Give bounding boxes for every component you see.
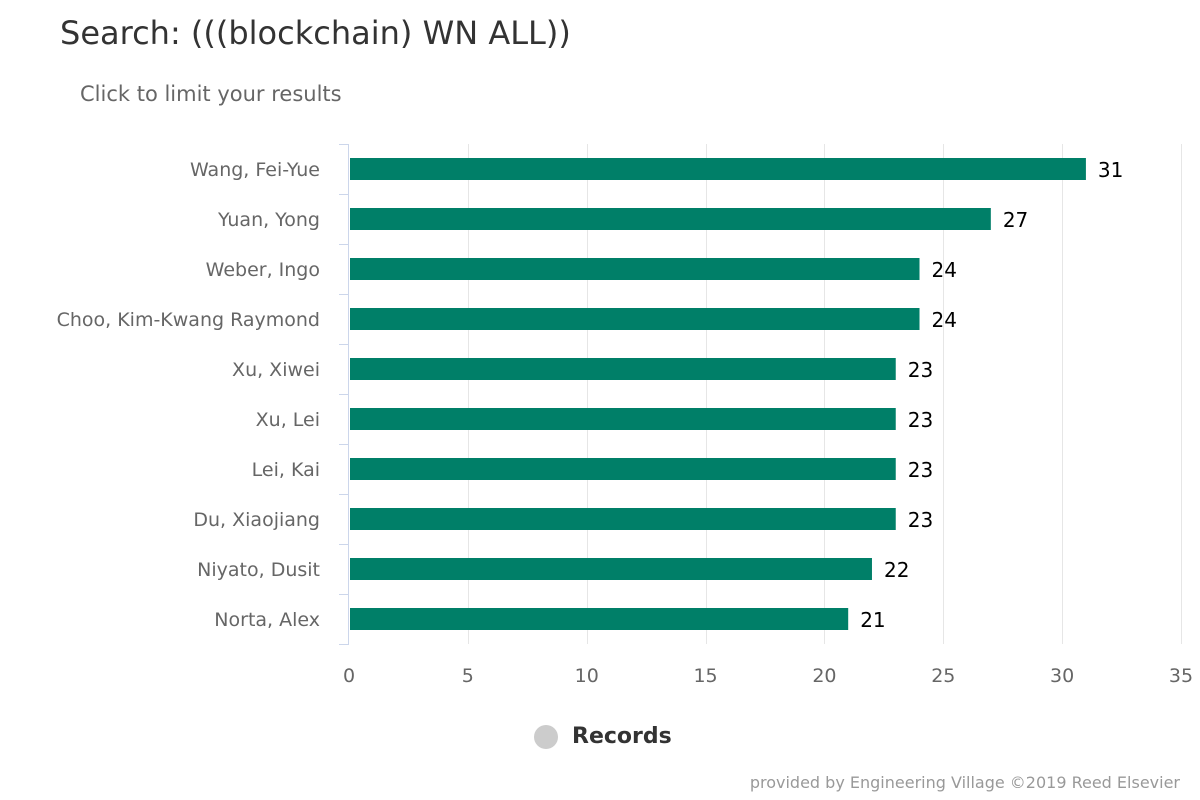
category-label[interactable]: Choo, Kim-Kwang Raymond <box>57 309 320 331</box>
legend-marker-icon <box>534 725 558 749</box>
category-label[interactable]: Wang, Fei-Yue <box>190 159 320 181</box>
value-axis-ticks: 0 5 10 15 20 25 30 35 <box>343 665 1193 687</box>
bar[interactable] <box>350 408 896 430</box>
data-label: 22 <box>884 558 909 582</box>
x-tick-label: 35 <box>1169 665 1193 687</box>
data-label: 23 <box>908 458 933 482</box>
category-label[interactable]: Lei, Kai <box>252 459 320 481</box>
category-labels: Wang, Fei-Yue Yuan, Yong Weber, Ingo Choo, … <box>57 159 320 631</box>
data-label: 23 <box>908 358 933 382</box>
category-label[interactable]: Norta, Alex <box>214 609 320 631</box>
bar[interactable] <box>350 608 848 630</box>
category-label[interactable]: Du, Xiaojiang <box>193 509 320 531</box>
bar[interactable] <box>350 208 991 230</box>
x-tick-label: 0 <box>343 665 355 687</box>
x-tick-label: 20 <box>812 665 836 687</box>
bar[interactable] <box>350 508 896 530</box>
bar[interactable] <box>350 458 896 480</box>
category-label[interactable]: Xu, Lei <box>256 409 320 431</box>
category-label[interactable]: Xu, Xiwei <box>232 359 320 381</box>
bar[interactable] <box>350 158 1086 180</box>
data-label: 31 <box>1098 158 1123 182</box>
x-tick-label: 10 <box>575 665 599 687</box>
legend-label: Records <box>572 724 672 749</box>
data-label: 23 <box>908 508 933 532</box>
bar-series <box>350 158 1086 630</box>
data-label: 27 <box>1003 208 1028 232</box>
credits-link[interactable]: provided by Engineering Village ©2019 Re… <box>750 773 1180 792</box>
x-tick-label: 5 <box>462 665 474 687</box>
data-label: 24 <box>932 258 957 282</box>
category-label[interactable]: Niyato, Dusit <box>197 559 320 581</box>
data-label: 24 <box>932 308 957 332</box>
x-tick-label: 25 <box>931 665 955 687</box>
category-label[interactable]: Yuan, Yong <box>217 209 320 231</box>
x-tick-label: 15 <box>693 665 717 687</box>
category-label[interactable]: Weber, Ingo <box>206 259 320 281</box>
x-tick-label: 30 <box>1050 665 1074 687</box>
bar[interactable] <box>350 558 872 580</box>
data-label: 23 <box>908 408 933 432</box>
bar[interactable] <box>350 258 920 280</box>
bar[interactable] <box>350 358 896 380</box>
legend-item-records[interactable]: Records <box>534 724 672 749</box>
data-label: 21 <box>860 608 885 632</box>
bar[interactable] <box>350 308 920 330</box>
category-axis <box>339 144 349 645</box>
